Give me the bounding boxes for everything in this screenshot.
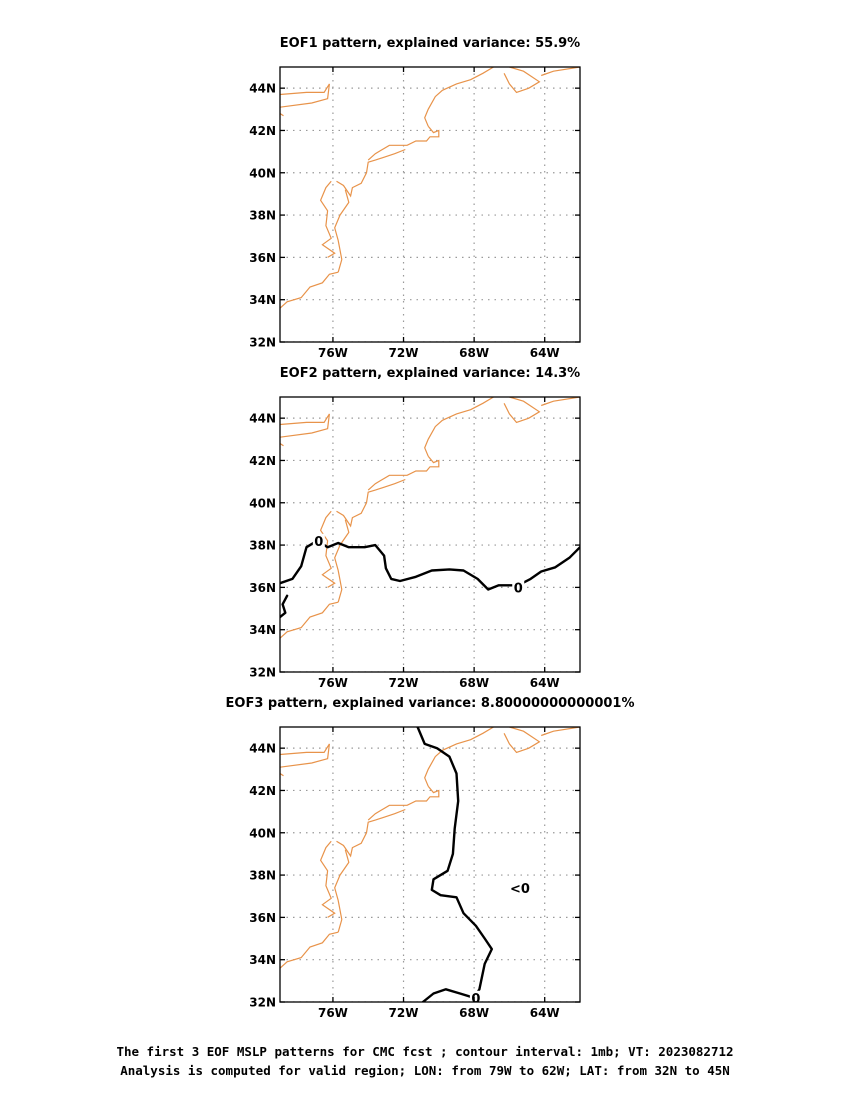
y-tick-label: 36N bbox=[249, 581, 276, 595]
coastline bbox=[334, 849, 350, 933]
coastline bbox=[503, 727, 541, 754]
contour-line-zero bbox=[280, 594, 289, 619]
x-tick-label: 72W bbox=[389, 346, 419, 360]
y-tick-label: 34N bbox=[249, 623, 276, 637]
coastline bbox=[280, 743, 330, 768]
coastline bbox=[503, 67, 541, 94]
y-tick-label: 40N bbox=[249, 496, 276, 510]
y-tick-label: 42N bbox=[249, 454, 276, 468]
x-tick-label: 76W bbox=[318, 346, 348, 360]
eof1-panel: EOF1 pattern, explained variance: 55.9% 3… bbox=[249, 36, 581, 360]
y-tick-label: 32N bbox=[249, 996, 276, 1010]
figure-caption-line2: Analysis is computed for valid region; L… bbox=[120, 1063, 730, 1078]
coastline bbox=[336, 808, 406, 858]
panel-frame bbox=[279, 396, 581, 673]
coastline bbox=[541, 727, 580, 737]
eof1-title: EOF1 pattern, explained variance: 55.9% bbox=[280, 36, 580, 51]
coastline bbox=[336, 148, 406, 198]
coastline bbox=[334, 519, 350, 603]
y-tick-label: 34N bbox=[249, 293, 276, 307]
contour-label-bg bbox=[469, 990, 482, 1002]
x-tick-label: 68W bbox=[459, 346, 489, 360]
contour-line-zero bbox=[280, 539, 580, 591]
x-tick-label: 64W bbox=[530, 676, 560, 690]
y-tick-label: 34N bbox=[249, 953, 276, 967]
y-tick-label: 42N bbox=[249, 784, 276, 798]
panel-map-area bbox=[280, 67, 580, 342]
y-tick-label: 36N bbox=[249, 251, 276, 265]
coastline bbox=[367, 455, 440, 491]
y-tick-label: 42N bbox=[249, 124, 276, 138]
coastline bbox=[424, 67, 494, 127]
y-tick-label: 44N bbox=[249, 412, 276, 426]
panel-frame bbox=[279, 66, 581, 343]
coastline bbox=[280, 601, 339, 639]
y-tick-label: 32N bbox=[249, 336, 276, 350]
x-tick-label: 76W bbox=[318, 676, 348, 690]
coastline bbox=[367, 785, 440, 821]
coastline bbox=[367, 125, 440, 161]
contour-label: <0 bbox=[510, 882, 530, 897]
panel-map-area: 0 <0 bbox=[280, 727, 580, 1007]
coastline bbox=[336, 478, 406, 528]
coastline bbox=[319, 180, 336, 258]
coastline bbox=[424, 397, 494, 457]
y-tick-label: 32N bbox=[249, 666, 276, 680]
y-tick-label: 36N bbox=[249, 911, 276, 925]
y-tick-label: 38N bbox=[249, 869, 276, 883]
x-tick-label: 72W bbox=[389, 1006, 419, 1020]
x-tick-label: 72W bbox=[389, 676, 419, 690]
coastline bbox=[280, 271, 339, 309]
contour-label: 0 bbox=[314, 535, 323, 550]
y-tick-label: 44N bbox=[249, 82, 276, 96]
coastline bbox=[280, 931, 339, 969]
y-tick-label: 38N bbox=[249, 209, 276, 223]
panel-map-area: 00 bbox=[280, 397, 580, 672]
coastline bbox=[541, 67, 580, 77]
coastline bbox=[424, 727, 494, 787]
contour-label-bg bbox=[512, 580, 525, 595]
coastline bbox=[319, 840, 336, 918]
eof3-panel: EOF3 pattern, explained variance: 8.8000… bbox=[226, 696, 635, 1020]
coastline bbox=[280, 413, 330, 438]
eof2-title: EOF2 pattern, explained variance: 14.3% bbox=[280, 366, 580, 381]
coastline bbox=[319, 510, 336, 588]
figure-caption-line1: The first 3 EOF MSLP patterns for CMC fc… bbox=[116, 1044, 734, 1059]
y-tick-label: 40N bbox=[249, 826, 276, 840]
eof3-title: EOF3 pattern, explained variance: 8.8000… bbox=[226, 696, 635, 711]
coastline bbox=[503, 397, 541, 424]
coastline bbox=[541, 397, 580, 407]
x-tick-label: 68W bbox=[459, 1006, 489, 1020]
x-tick-label: 68W bbox=[459, 676, 489, 690]
contour-label-bg bbox=[510, 880, 530, 895]
y-tick-label: 38N bbox=[249, 539, 276, 553]
x-tick-label: 64W bbox=[530, 1006, 560, 1020]
contour-label-bg bbox=[312, 533, 325, 548]
x-tick-label: 76W bbox=[318, 1006, 348, 1020]
contour-label: 0 bbox=[471, 992, 480, 1007]
x-tick-label: 64W bbox=[530, 346, 560, 360]
panel-frame bbox=[279, 726, 581, 1003]
coastline bbox=[280, 83, 330, 108]
y-tick-label: 44N bbox=[249, 742, 276, 756]
y-tick-label: 40N bbox=[249, 166, 276, 180]
eof2-panel: EOF2 pattern, explained variance: 14.3% 0… bbox=[249, 366, 581, 690]
contour-label: 0 bbox=[514, 581, 523, 596]
coastline bbox=[334, 189, 350, 273]
